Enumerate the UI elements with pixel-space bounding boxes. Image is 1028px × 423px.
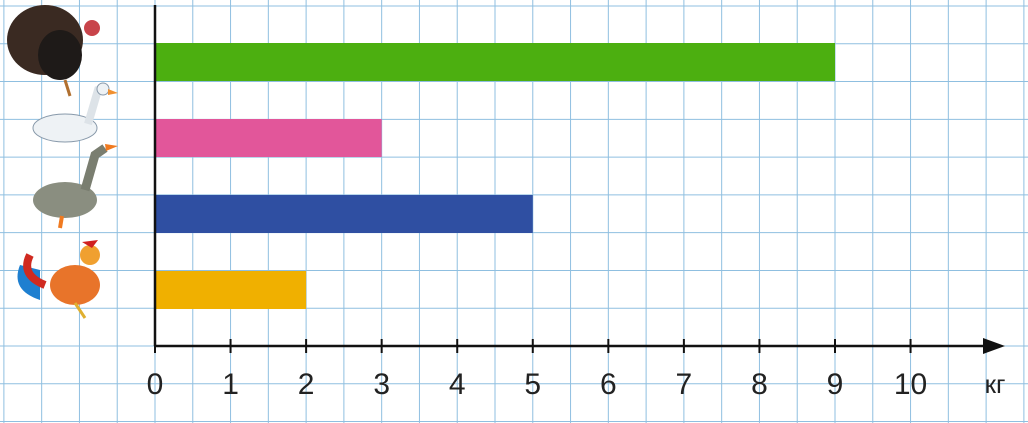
x-tick-label: 2: [298, 368, 315, 401]
axis-arrow: [983, 338, 1005, 354]
x-axis-label: кг: [985, 369, 1006, 399]
x-tick-label: 5: [524, 368, 541, 401]
bar: [155, 195, 533, 233]
grey-goose-icon: [33, 144, 118, 229]
plot-area: 0 1 2 3 4 5 6 7 8 9 10 кг: [147, 5, 1006, 401]
x-tick-label: 3: [373, 368, 390, 401]
x-tick-label: 9: [827, 368, 844, 401]
x-tick-label: 10: [894, 368, 927, 401]
x-tick-label: 4: [449, 368, 466, 401]
bar: [155, 43, 835, 81]
x-tick-label: 1: [222, 368, 239, 401]
x-tick-label: 7: [676, 368, 693, 401]
rooster-icon: [17, 240, 100, 319]
bar: [155, 271, 307, 309]
x-tick-label: 0: [147, 368, 164, 401]
x-tick-label: 6: [600, 368, 617, 401]
bar: [155, 119, 382, 157]
bird-icons: [7, 5, 118, 319]
turkey-icon: [7, 5, 100, 97]
white-goose-icon: [32, 82, 118, 143]
x-tick-label: 8: [751, 368, 768, 401]
